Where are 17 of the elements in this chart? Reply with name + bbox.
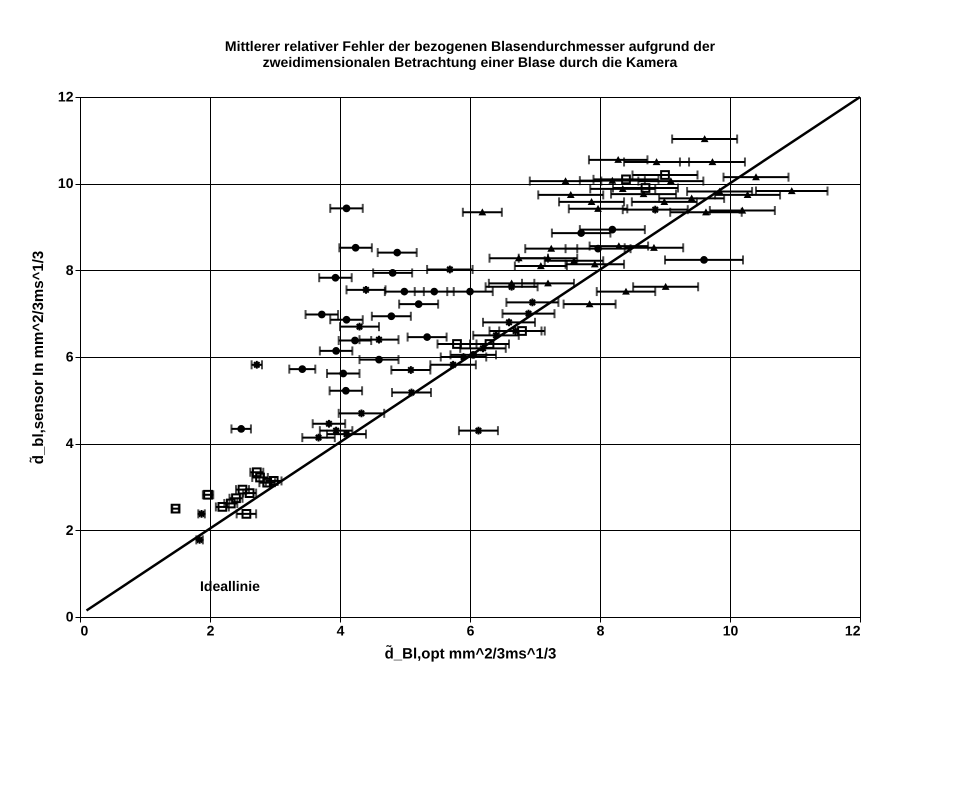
- y-tick-label: 6: [66, 348, 74, 364]
- x-tick-label: 6: [466, 622, 475, 638]
- y-tick-label: 2: [66, 522, 74, 538]
- y-tick-label: 0: [66, 608, 74, 624]
- x-tick-label: 2: [206, 622, 215, 638]
- y-tick-label: 12: [58, 88, 74, 104]
- x-tick-label: 0: [80, 622, 88, 638]
- x-tick-label: 10: [722, 622, 738, 638]
- x-tick-label: 4: [336, 622, 345, 638]
- x-tick-label: 8: [596, 622, 605, 638]
- x-tick-label: 12: [844, 622, 861, 638]
- y-tick-label: 4: [66, 435, 74, 452]
- y-axis-title: d̃_bl,sensor In mm^2/3ms^1/3: [29, 250, 47, 464]
- chart-title: Mittlerer relativer Fehler der bezogenen Blasendurchmesser aufgrund der zweidimensionalen Betrachtung einer Blase durch die Kamera: [224, 38, 716, 70]
- y-tick-label: 8: [66, 262, 74, 278]
- y-tick-label: 10: [58, 175, 74, 192]
- x-axis-title: d̃_Bl,opt mm^2/3ms^1/3: [384, 644, 556, 662]
